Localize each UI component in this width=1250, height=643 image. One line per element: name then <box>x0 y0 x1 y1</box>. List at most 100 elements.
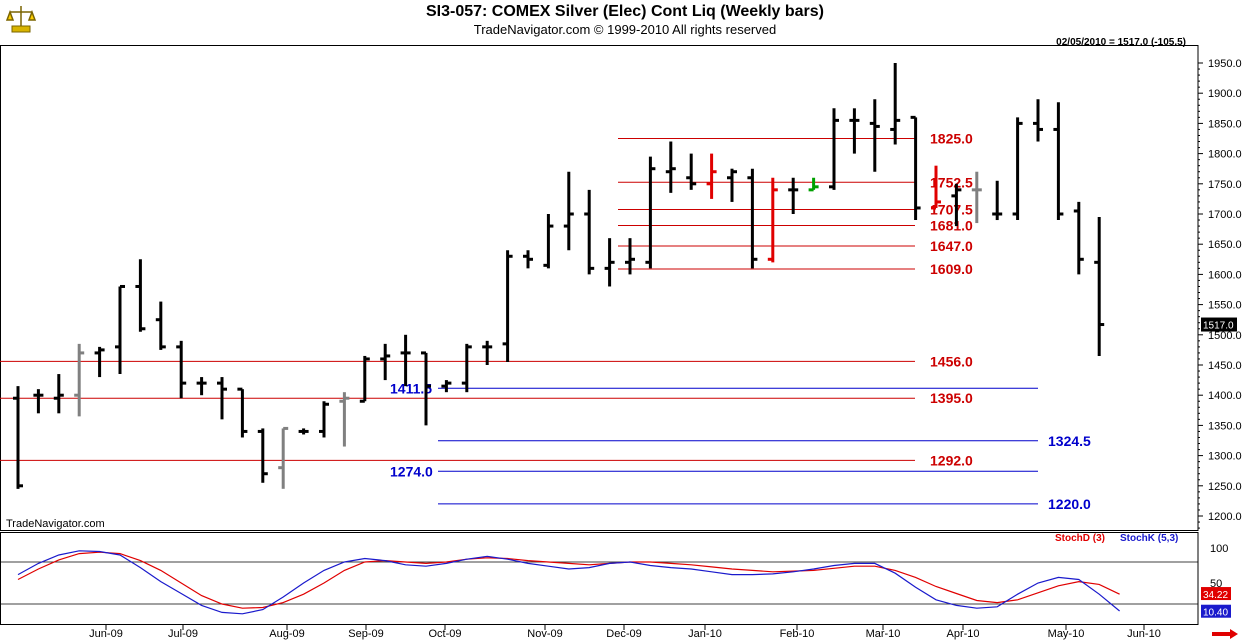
y-tick-label: 1450.0 <box>1208 360 1242 372</box>
y-tick-label: 1850.0 <box>1208 118 1242 130</box>
red-level-label: 1681.0 <box>930 217 973 233</box>
ohlc-bar <box>461 343 472 393</box>
y-tick-label: 1700.0 <box>1208 209 1242 221</box>
x-tick-label: Apr-10 <box>946 628 979 640</box>
ohlc-bar <box>1094 217 1105 356</box>
y-tick-label: 1350.0 <box>1208 420 1242 432</box>
blue-level-label: 1274.0 <box>390 463 433 479</box>
x-tick-label: Feb-10 <box>780 628 815 640</box>
ohlc-bar <box>196 377 207 396</box>
ohlc-bar <box>645 156 656 269</box>
stochk-legend: StochK (5,3) <box>1120 533 1179 544</box>
last-price-box <box>1201 317 1237 332</box>
stoch-tick-label: 50 <box>1210 578 1222 590</box>
stochd-value: 34.22 <box>1203 590 1228 601</box>
ohlc-bar <box>257 428 268 483</box>
stochd-legend: StochD (3) <box>1055 533 1105 544</box>
ohlc-bar <box>380 343 391 381</box>
ohlc-bar <box>13 386 23 489</box>
y-tick-label: 1250.0 <box>1208 481 1242 493</box>
ohlc-bar <box>94 346 105 378</box>
ohlc-bar <box>584 189 595 275</box>
x-tick-label: Jun-09 <box>89 628 123 640</box>
y-tick-label: 1650.0 <box>1208 239 1242 251</box>
ohlc-bar <box>849 108 860 154</box>
ohlc-bar <box>115 284 125 375</box>
ohlc-bar <box>421 351 431 426</box>
y-tick-label: 1400.0 <box>1208 390 1242 402</box>
y-tick-label: 1600.0 <box>1208 269 1242 281</box>
red-level-label: 1647.0 <box>930 238 973 254</box>
y-tick-label: 1500.0 <box>1208 330 1242 342</box>
ohlc-bar <box>135 259 146 332</box>
ohlc-bar <box>665 141 676 193</box>
x-tick-label: May-10 <box>1048 628 1085 640</box>
x-tick-label: Dec-09 <box>606 628 641 640</box>
y-tick-label: 1550.0 <box>1208 300 1242 312</box>
ohlc-bar <box>1012 117 1023 221</box>
chart-subtitle: TradeNavigator.com © 1999-2010 All right… <box>473 22 777 37</box>
x-tick-label: Jan-10 <box>688 628 722 640</box>
ohlc-bar <box>359 355 370 403</box>
ohlc-bar <box>971 171 982 224</box>
stoch-panel-frame <box>0 532 1199 625</box>
ohlc-bar <box>727 168 737 202</box>
ohlc-bar <box>74 343 85 417</box>
y-tick-label: 1200.0 <box>1208 511 1242 523</box>
ohlc-bar <box>604 238 615 287</box>
ohlc-bar <box>931 165 941 210</box>
x-tick-label: Nov-09 <box>527 628 562 640</box>
ohlc-bar <box>176 340 187 399</box>
y-tick-label: 1800.0 <box>1208 149 1242 161</box>
x-tick-label: Sep-09 <box>348 628 383 640</box>
red-level-label: 1609.0 <box>930 261 973 277</box>
trade-navigator-logo <box>4 2 38 36</box>
ohlc-bar <box>400 334 411 387</box>
red-level-label: 1752.5 <box>930 174 973 190</box>
ohlc-bar <box>767 177 778 263</box>
ohlc-bar <box>1033 99 1043 142</box>
ohlc-bar <box>563 171 574 251</box>
blue-level-label: 1220.0 <box>1048 496 1091 512</box>
price-panel-frame <box>0 45 1199 531</box>
x-tick-label: Jul-09 <box>168 628 198 640</box>
ohlc-bar <box>33 389 44 414</box>
ohlc-bar <box>482 340 493 365</box>
ohlc-bar <box>53 374 64 414</box>
ohlc-bar <box>155 301 166 350</box>
y-tick-label: 1750.0 <box>1208 179 1242 191</box>
red-level-label: 1292.0 <box>930 452 973 468</box>
x-tick-label: Oct-09 <box>428 628 461 640</box>
ohlc-bar <box>278 426 289 489</box>
chart-title: SI3-057: COMEX Silver (Elec) Cont Liq (W… <box>425 3 825 20</box>
ohlc-bar <box>686 153 697 190</box>
x-tick-label: Jun-10 <box>1127 628 1161 640</box>
red-level-label: 1395.0 <box>930 390 973 406</box>
ohlc-bar <box>1073 201 1084 275</box>
last-quote: 02/05/2010 = 1517.0 (-105.5) <box>1056 37 1186 48</box>
ohlc-bar <box>502 250 513 362</box>
ohlc-bar <box>869 99 880 172</box>
scroll-right-arrow-icon[interactable] <box>1210 628 1240 640</box>
ohlc-bar <box>910 115 921 221</box>
ohlc-bar <box>625 238 635 275</box>
stochk-value-box <box>1201 604 1231 618</box>
ohlc-bar <box>788 177 799 214</box>
red-level-label: 1825.0 <box>930 131 973 147</box>
ohlc-bar <box>339 392 350 447</box>
stochd-line <box>17 551 1120 609</box>
ohlc-bar <box>1053 102 1064 221</box>
stochk-line <box>17 550 1120 615</box>
ohlc-bar <box>890 63 901 145</box>
ohlc-bar <box>441 380 452 393</box>
y-tick-label: 1300.0 <box>1208 451 1242 463</box>
stochd-value-box <box>1201 587 1231 601</box>
ohlc-bar <box>951 183 962 227</box>
stochk-value: 10.40 <box>1203 608 1228 619</box>
watermark: TradeNavigator.com <box>6 518 105 530</box>
ohlc-bar <box>829 108 839 190</box>
ohlc-bar <box>543 214 554 269</box>
y-tick-label: 1950.0 <box>1208 58 1242 70</box>
blue-level-label: 1411.5 <box>390 380 432 396</box>
